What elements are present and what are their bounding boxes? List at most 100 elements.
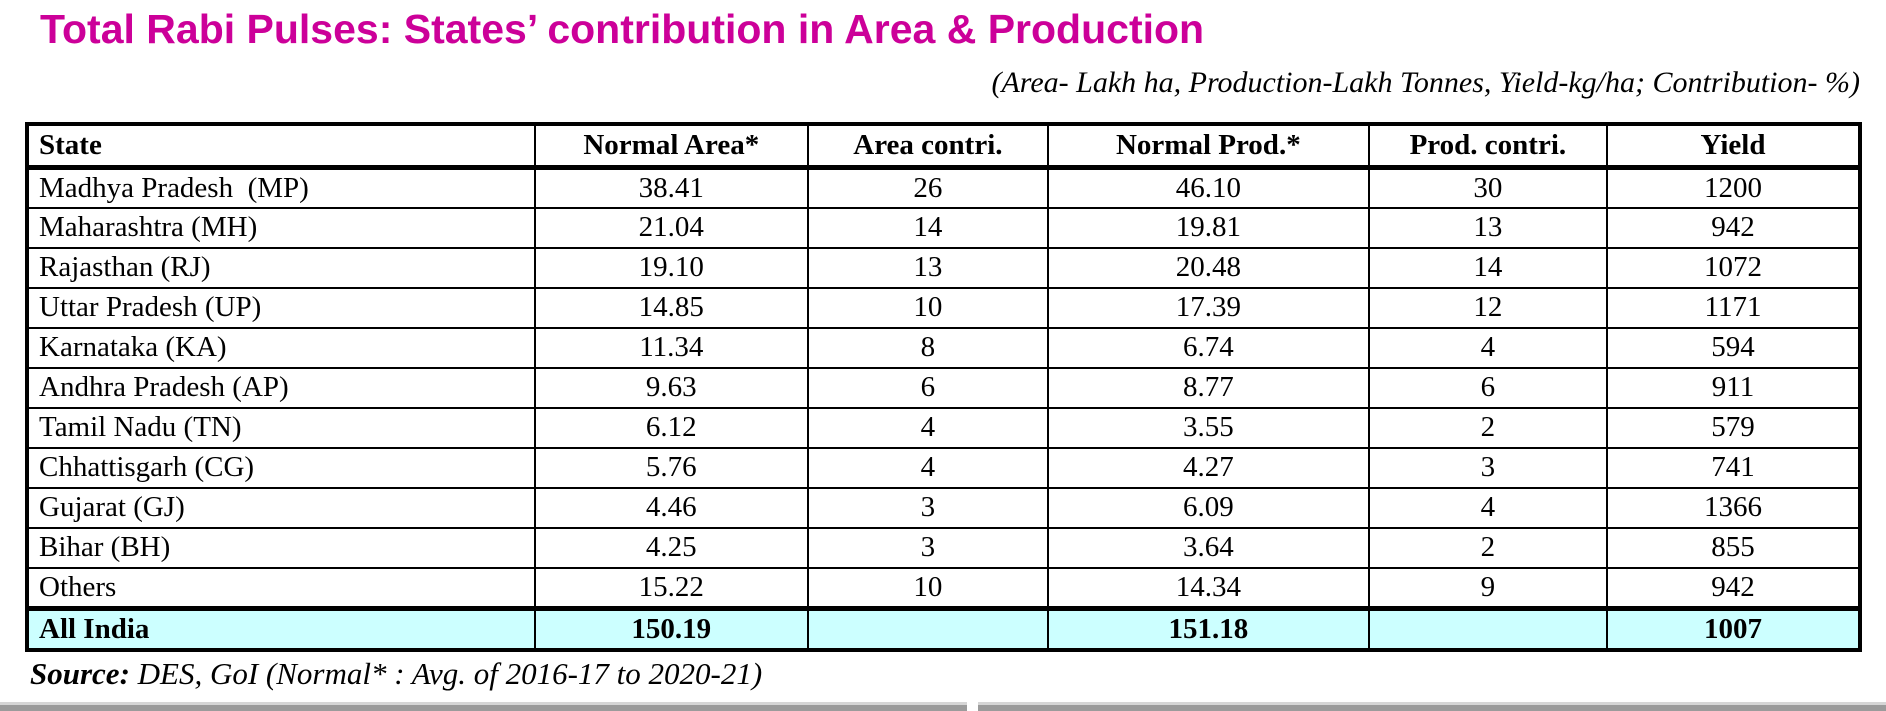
normal-prod-cell: 3.55 (1046, 406, 1370, 449)
source-text: DES, GoI (Normal* : Avg. of 2016-17 to 2… (129, 656, 763, 691)
normal-area-cell: 5.76 (533, 446, 809, 489)
table-row: Bihar (BH) 4.25 3 3.64 2 855 (26, 526, 1861, 569)
state-cell: Rajasthan (RJ) (26, 246, 536, 289)
yield-cell: 911 (1606, 366, 1861, 409)
normal-area-cell: 4.25 (533, 526, 809, 569)
prod-contri-cell: 30 (1367, 166, 1609, 209)
area-contri-cell: 6 (806, 366, 1049, 409)
normal-prod-cell: 6.74 (1046, 326, 1370, 369)
normal-area-cell: 15.22 (533, 566, 809, 609)
area-contri-cell: 3 (806, 526, 1049, 569)
table-row: Chhattisgarh (CG) 5.76 4 4.27 3 741 (26, 446, 1861, 489)
table-row: Gujarat (GJ) 4.46 3 6.09 4 1366 (26, 486, 1861, 529)
state-cell: Uttar Pradesh (UP) (26, 286, 536, 329)
area-contri-cell: 8 (806, 326, 1049, 369)
state-cell: Maharashtra (MH) (26, 206, 536, 249)
source-label: Source: (30, 656, 130, 691)
normal-area-cell: 6.12 (533, 406, 809, 449)
normal-area-cell: 9.63 (533, 366, 809, 409)
state-cell: Tamil Nadu (TN) (26, 406, 536, 449)
prod-contri-cell: 2 (1367, 526, 1609, 569)
normal-prod-cell: 8.77 (1046, 366, 1370, 409)
area-contri-cell: 14 (806, 206, 1049, 249)
normal-prod-cell: 19.81 (1046, 206, 1370, 249)
prod-contri-cell: 12 (1367, 286, 1609, 329)
table-row: Uttar Pradesh (UP) 14.85 10 17.39 12 117… (26, 286, 1861, 329)
prod-contri-cell: 13 (1367, 206, 1609, 249)
state-cell: Bihar (BH) (26, 526, 536, 569)
area-contri-cell: 4 (806, 406, 1049, 449)
yield-cell: 942 (1606, 206, 1861, 249)
yield-cell: 942 (1606, 566, 1861, 609)
normal-prod-cell: 17.39 (1046, 286, 1370, 329)
bottom-window-edge-right (978, 702, 1886, 711)
area-contri-cell: 13 (806, 246, 1049, 289)
yield-cell: 1072 (1606, 246, 1861, 289)
normal-prod-cell: 6.09 (1046, 486, 1370, 529)
normal-area-cell: 14.85 (533, 286, 809, 329)
state-cell: Andhra Pradesh (AP) (26, 366, 536, 409)
state-cell: Chhattisgarh (CG) (26, 446, 536, 489)
yield-cell: 1366 (1606, 486, 1861, 529)
prod-contri-cell: 2 (1367, 406, 1609, 449)
state-cell: Gujarat (GJ) (26, 486, 536, 529)
normal-prod-cell: 3.64 (1046, 526, 1370, 569)
state-cell: Karnataka (KA) (26, 326, 536, 369)
prod-contri-cell: 4 (1367, 486, 1609, 529)
table-row: Karnataka (KA) 11.34 8 6.74 4 594 (26, 326, 1861, 369)
prod-contri-cell: 4 (1367, 326, 1609, 369)
rabi-pulses-table: State Normal Area* Area contri. Normal P… (25, 122, 1862, 652)
yield-cell: 1200 (1606, 166, 1861, 209)
table-row: Others 15.22 10 14.34 9 942 (26, 566, 1861, 609)
normal-prod-cell: 4.27 (1046, 446, 1370, 489)
normal-area-cell: 38.41 (533, 166, 809, 209)
state-cell: Others (26, 566, 536, 609)
all-india-total-row: All India 150.19 151.18 1007 (26, 605, 1861, 652)
units-caption: (Area- Lakh ha, Production-Lakh Tonnes, … (991, 66, 1860, 99)
yield-cell: 1007 (1606, 605, 1861, 652)
page-title: Total Rabi Pulses: States’ contribution … (40, 6, 1205, 52)
yield-cell: 855 (1606, 526, 1861, 569)
normal-area-cell: 21.04 (533, 206, 809, 249)
normal-prod-cell: 20.48 (1046, 246, 1370, 289)
normal-area-cell: 4.46 (533, 486, 809, 529)
yield-cell: 741 (1606, 446, 1861, 489)
table-header-row: State Normal Area* Area contri. Normal P… (26, 123, 1861, 170)
area-contri-cell: 10 (806, 566, 1049, 609)
table-row: Rajasthan (RJ) 19.10 13 20.48 14 1072 (26, 246, 1861, 289)
normal-prod-cell: 14.34 (1046, 566, 1370, 609)
table-row: Tamil Nadu (TN) 6.12 4 3.55 2 579 (26, 406, 1861, 449)
column-header-prod-contri: Prod. contri. (1367, 123, 1609, 170)
column-header-yield: Yield (1606, 123, 1861, 170)
prod-contri-cell: 3 (1367, 446, 1609, 489)
table-row: Madhya Pradesh (MP) 38.41 26 46.10 30 12… (26, 166, 1861, 209)
table-row: Maharashtra (MH) 21.04 14 19.81 13 942 (26, 206, 1861, 249)
yield-cell: 579 (1606, 406, 1861, 449)
normal-area-cell: 150.19 (533, 605, 809, 652)
column-header-state: State (26, 123, 536, 170)
column-header-normal-area: Normal Area* (533, 123, 809, 170)
area-contri-cell (806, 605, 1049, 652)
area-contri-cell: 26 (806, 166, 1049, 209)
column-header-area-contri: Area contri. (806, 123, 1049, 170)
normal-area-cell: 19.10 (533, 246, 809, 289)
state-cell: All India (26, 605, 536, 652)
prod-contri-cell: 6 (1367, 366, 1609, 409)
prod-contri-cell (1367, 605, 1609, 652)
table-row: Andhra Pradesh (AP) 9.63 6 8.77 6 911 (26, 366, 1861, 409)
normal-prod-cell: 151.18 (1046, 605, 1370, 652)
area-contri-cell: 10 (806, 286, 1049, 329)
yield-cell: 1171 (1606, 286, 1861, 329)
prod-contri-cell: 9 (1367, 566, 1609, 609)
source-note: Source: DES, GoI (Normal* : Avg. of 2016… (30, 656, 762, 692)
bottom-window-edge-left (0, 702, 967, 711)
state-cell: Madhya Pradesh (MP) (26, 166, 536, 209)
prod-contri-cell: 14 (1367, 246, 1609, 289)
normal-area-cell: 11.34 (533, 326, 809, 369)
yield-cell: 594 (1606, 326, 1861, 369)
column-header-normal-prod: Normal Prod.* (1046, 123, 1370, 170)
area-contri-cell: 3 (806, 486, 1049, 529)
area-contri-cell: 4 (806, 446, 1049, 489)
normal-prod-cell: 46.10 (1046, 166, 1370, 209)
